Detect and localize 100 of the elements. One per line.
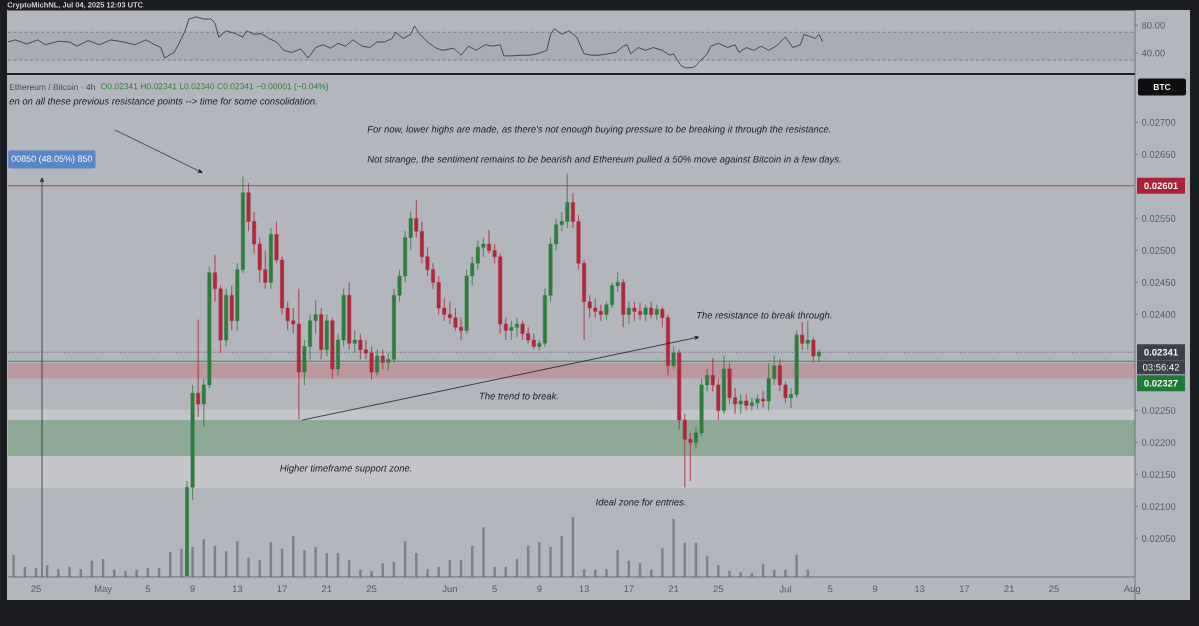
- bar: [57, 569, 60, 577]
- candlestick: [224, 288, 229, 347]
- annotation: The trend to break.: [479, 392, 558, 400]
- bar: [124, 570, 127, 577]
- bar: [415, 552, 418, 577]
- bar: [180, 548, 183, 577]
- candlestick: [380, 349, 385, 370]
- bar: [616, 549, 619, 577]
- x-tick-label: 21: [322, 585, 332, 593]
- candlestick: [671, 346, 676, 370]
- bar: [359, 569, 362, 577]
- candlestick: [654, 304, 659, 320]
- y-tick-label: 0.02450: [1141, 279, 1176, 286]
- ref-line-label: 0.02341: [1144, 348, 1178, 356]
- x-tick-label: 9: [190, 585, 195, 593]
- bar: [784, 569, 787, 577]
- bar: [79, 569, 82, 577]
- text: BTC: [1153, 84, 1171, 90]
- candlestick: [324, 314, 329, 357]
- x-tick-label: 13: [232, 585, 243, 593]
- x-tick-label: 17: [277, 585, 287, 593]
- candlestick: [621, 278, 626, 328]
- x-tick-label: 9: [872, 585, 878, 593]
- y-tick-label: 0.02650: [1141, 151, 1176, 158]
- x-tick-label: 25: [366, 585, 377, 593]
- y-tick-label: 0.02700: [1141, 119, 1176, 126]
- candlestick: [196, 319, 201, 418]
- x-tick-label: May: [94, 585, 113, 594]
- candlestick: [229, 285, 234, 331]
- annotation: Not strange, the sentiment remains to be bearish and Ethereum pulled a 50% move against Bitcoin in a few days.: [367, 155, 841, 165]
- x-tick-label: 25: [713, 585, 724, 593]
- candlestick: [761, 391, 765, 408]
- x-tick-label: 5: [145, 585, 151, 593]
- x-tick-label: Jul: [779, 585, 791, 593]
- candlestick: [319, 307, 324, 360]
- candlestick: [744, 394, 749, 411]
- candlestick: [347, 282, 352, 350]
- candlestick: [722, 355, 726, 414]
- y-tick-label: 40.00: [1141, 49, 1165, 57]
- bar: [113, 569, 116, 577]
- annotation: The resistance to break through.: [697, 311, 832, 321]
- x-tick-label: 17: [624, 585, 634, 593]
- x-tick-label: 13: [579, 585, 589, 593]
- y-tick-label: 0.02500: [1141, 247, 1176, 254]
- bar: [728, 570, 731, 577]
- x-tick-label: 5: [492, 585, 497, 593]
- candlestick: [649, 301, 654, 318]
- bar: [560, 536, 563, 577]
- bar: [538, 542, 541, 577]
- band-label: Higher timeframe support zone.: [280, 464, 412, 474]
- bar: [191, 546, 194, 577]
- candlestick: [330, 317, 335, 379]
- candlestick: [800, 321, 805, 350]
- x-tick-label: 5: [827, 585, 833, 593]
- bar: [247, 557, 250, 577]
- text: 03:56:42: [1142, 363, 1179, 371]
- annotation: en on all these previous resistance points --> time for some consolidation.: [9, 97, 317, 107]
- bar: [236, 540, 239, 577]
- y-tick-label: 0.02050: [1141, 535, 1176, 542]
- ref-line-label: 0.02601: [1144, 182, 1178, 190]
- bar: [68, 566, 71, 577]
- x-tick-label: 21: [1004, 585, 1014, 593]
- bar: [605, 569, 608, 577]
- bar: [12, 554, 15, 577]
- annotation: 00850 (48.05%) 850: [11, 155, 93, 164]
- candlestick: [643, 304, 648, 322]
- candlestick: [817, 349, 821, 363]
- y-tick-label: 0.02550: [1141, 215, 1176, 222]
- bar: [370, 570, 373, 577]
- bar: [437, 566, 440, 577]
- bar: [661, 548, 664, 577]
- candlestick: [738, 394, 743, 414]
- annotation: For now, lower highs are made, as there's not enough buying pressure to be breaking it through the resistance.: [367, 125, 831, 135]
- x-tick-label: Aug: [1123, 585, 1141, 594]
- candlestick: [626, 301, 631, 325]
- x-tick-label: 25: [31, 585, 41, 593]
- y-tick-label: 0.02400: [1141, 311, 1176, 318]
- bar: [303, 549, 306, 577]
- text: Ethereum / Bitcoin · 4h: [9, 83, 95, 91]
- bar: [258, 560, 261, 577]
- bar: [672, 518, 675, 577]
- bar: [594, 569, 597, 577]
- candlestick: [268, 227, 273, 290]
- y-tick-label: 0.02150: [1141, 471, 1176, 478]
- ref-line-label: 0.02327: [1144, 379, 1178, 387]
- bar: [795, 554, 798, 577]
- bar: [493, 566, 496, 577]
- candlestick: [811, 336, 816, 363]
- y-tick-label: 0.02200: [1141, 439, 1176, 446]
- x-tick-label: 9: [537, 585, 542, 593]
- y-tick-label: 0.02100: [1141, 503, 1176, 510]
- bar: [314, 546, 317, 577]
- x-tick-label: 25: [1049, 585, 1059, 593]
- bar: [739, 572, 742, 577]
- candlestick: [352, 330, 357, 354]
- y-tick-label: 80.00: [1141, 21, 1165, 29]
- bar: [549, 546, 552, 577]
- x-tick-label: 21: [668, 585, 679, 593]
- line-series: [8, 16, 824, 69]
- candlestick: [375, 349, 380, 376]
